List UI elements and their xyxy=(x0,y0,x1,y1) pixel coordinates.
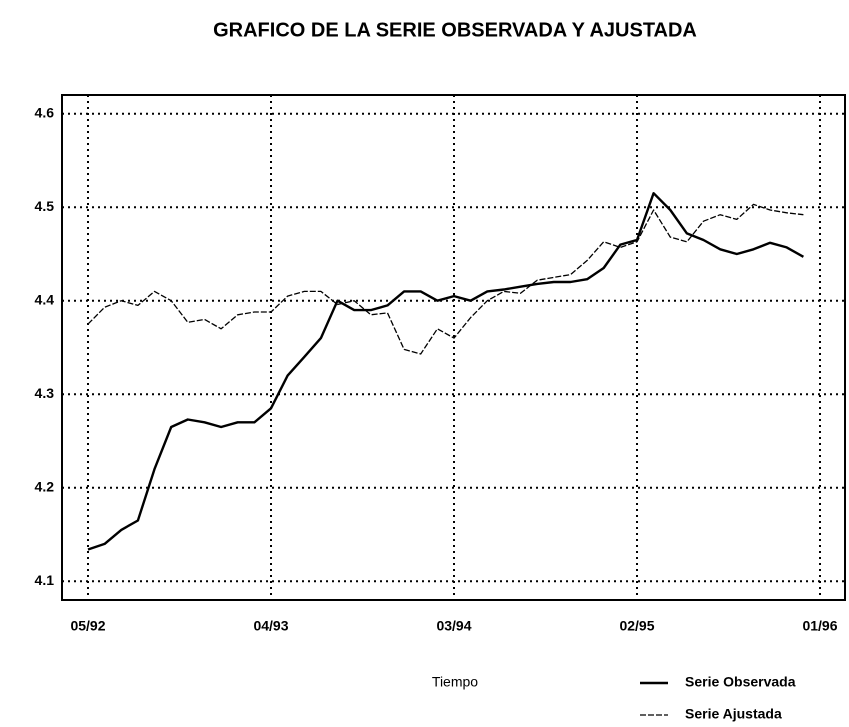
legend-label: Serie Observada xyxy=(685,674,796,690)
y-tick-label: 4.6 xyxy=(35,104,55,120)
x-tick-label: 01/96 xyxy=(802,618,837,634)
x-tick-label: 04/93 xyxy=(253,618,288,634)
chart-title: GRAFICO DE LA SERIE OBSERVADA Y AJUSTADA xyxy=(213,19,697,41)
y-tick-label: 4.3 xyxy=(35,385,55,401)
x-tick-label: 03/94 xyxy=(436,618,471,634)
x-tick-label: 02/95 xyxy=(619,618,654,634)
legend-label: Serie Ajustada xyxy=(685,706,782,722)
y-tick-label: 4.5 xyxy=(35,198,55,214)
y-tick-label: 4.1 xyxy=(35,572,55,588)
y-tick-label: 4.4 xyxy=(35,291,55,307)
y-tick-label: 4.2 xyxy=(35,478,55,494)
series-line xyxy=(87,203,804,355)
x-axis-label: Tiempo xyxy=(432,674,478,690)
series-line xyxy=(87,192,804,551)
x-tick-label: 05/92 xyxy=(70,618,105,634)
